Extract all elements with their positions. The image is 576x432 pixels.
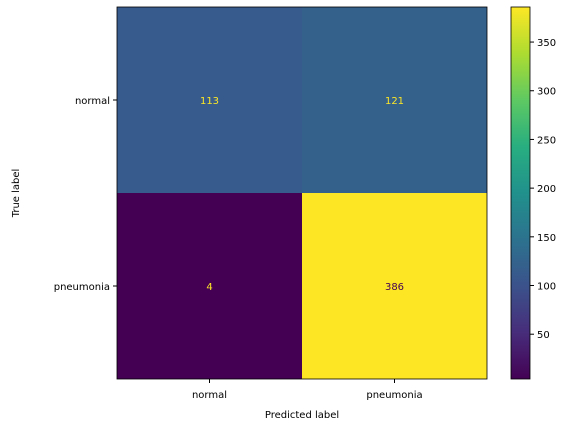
cell-value-labels: 113 121 4 386: [200, 96, 404, 293]
colorbar: [510, 6, 531, 380]
colorbar-tick-label: 50: [537, 330, 550, 341]
cell-value-label: 4: [206, 282, 212, 293]
x-tick-label: normal: [192, 390, 227, 401]
y-tick-label: pneumonia: [54, 282, 110, 293]
colorbar-tick-label: 150: [537, 233, 556, 244]
y-tick-label: normal: [75, 96, 110, 107]
heatmap-cell: [302, 7, 487, 193]
cell-value-label: 386: [385, 282, 404, 293]
heatmap-cells: [117, 7, 487, 379]
cell-value-label: 121: [385, 96, 404, 107]
y-axis-label: True label: [11, 169, 22, 219]
colorbar-ticks: 50 100 150 200 250 300 350: [530, 38, 556, 341]
heatmap-cell: [117, 193, 302, 379]
x-tick-label: pneumonia: [366, 390, 422, 401]
heatmap-frame: [116, 6, 488, 380]
heatmap-cell: [117, 7, 302, 193]
colorbar-tick-label: 100: [537, 282, 556, 293]
colorbar-tick-label: 350: [537, 38, 556, 49]
colorbar-tick-label: 200: [537, 184, 556, 195]
x-axis-label: Predicted label: [265, 410, 339, 421]
y-axis: normal pneumonia: [54, 96, 117, 293]
colorbar-tick-label: 300: [537, 87, 556, 98]
colorbar-tick-label: 250: [537, 135, 556, 146]
cell-value-label: 113: [200, 96, 219, 107]
x-axis: normal pneumonia: [192, 379, 423, 401]
heatmap-cell: [302, 193, 487, 379]
